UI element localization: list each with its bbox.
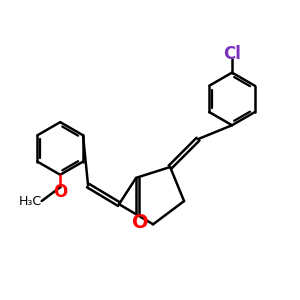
Text: O: O bbox=[132, 213, 149, 232]
Text: H₃C: H₃C bbox=[19, 195, 42, 208]
Text: O: O bbox=[53, 183, 67, 201]
Text: Cl: Cl bbox=[223, 45, 241, 63]
